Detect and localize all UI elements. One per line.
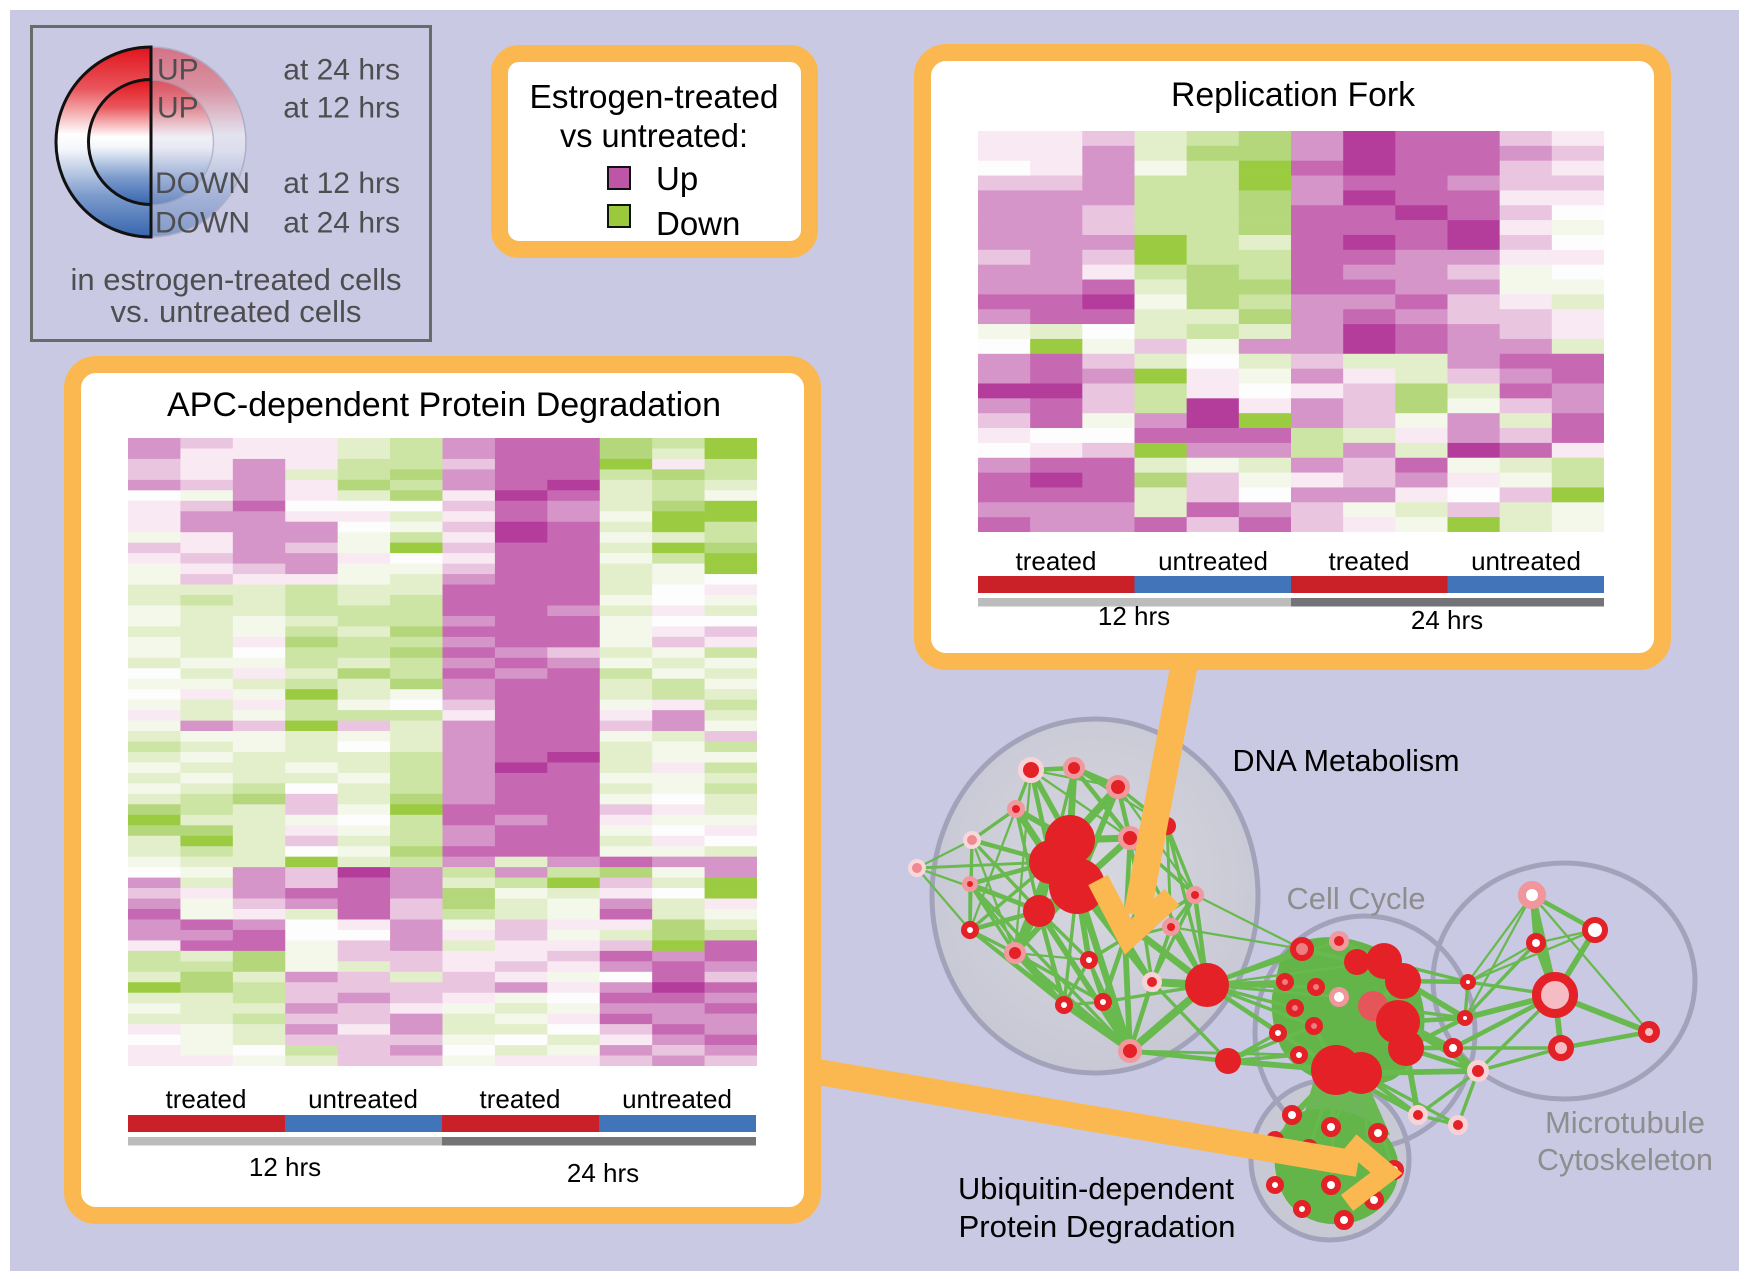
svg-text:DNA Metabolism: DNA Metabolism [1233, 743, 1460, 778]
svg-text:Replication Fork: Replication Fork [1171, 76, 1416, 114]
svg-text:UP: UP [157, 92, 199, 125]
svg-text:24 hrs: 24 hrs [1411, 605, 1483, 635]
svg-text:UP: UP [157, 54, 199, 87]
svg-text:DOWN: DOWN [155, 167, 250, 200]
svg-text:24 hrs: 24 hrs [567, 1158, 639, 1188]
svg-text:at 24 hrs: at 24 hrs [283, 207, 400, 240]
svg-text:APC-dependent Protein Degradat: APC-dependent Protein Degradation [167, 386, 721, 424]
svg-text:treated: treated [166, 1084, 247, 1114]
svg-text:untreated: untreated [1158, 546, 1268, 576]
svg-text:treated: treated [480, 1084, 561, 1114]
svg-text:Estrogen-treated: Estrogen-treated [530, 78, 779, 115]
svg-text:treated: treated [1329, 546, 1410, 576]
svg-text:vs. untreated cells: vs. untreated cells [111, 294, 362, 329]
svg-text:untreated: untreated [308, 1084, 418, 1114]
svg-text:Microtubule: Microtubule [1545, 1105, 1705, 1140]
svg-text:Cell Cycle: Cell Cycle [1287, 881, 1426, 916]
svg-text:Cytoskeleton: Cytoskeleton [1537, 1142, 1713, 1177]
svg-text:Protein Degradation: Protein Degradation [959, 1209, 1236, 1244]
svg-text:12 hrs: 12 hrs [1098, 601, 1170, 631]
svg-text:12 hrs: 12 hrs [249, 1152, 321, 1182]
svg-text:untreated: untreated [622, 1084, 732, 1114]
svg-text:DOWN: DOWN [155, 207, 250, 240]
svg-text:at 12 hrs: at 12 hrs [283, 92, 400, 125]
svg-text:at 24 hrs: at 24 hrs [283, 54, 400, 87]
svg-text:Up: Up [656, 160, 698, 197]
svg-text:in estrogen-treated cells: in estrogen-treated cells [71, 262, 402, 297]
svg-text:untreated: untreated [1471, 546, 1581, 576]
svg-text:treated: treated [1016, 546, 1097, 576]
svg-text:Ubiquitin-dependent: Ubiquitin-dependent [958, 1171, 1234, 1206]
svg-text:at 12 hrs: at 12 hrs [283, 167, 400, 200]
svg-text:vs untreated:: vs untreated: [560, 117, 748, 154]
svg-text:Down: Down [656, 205, 740, 242]
